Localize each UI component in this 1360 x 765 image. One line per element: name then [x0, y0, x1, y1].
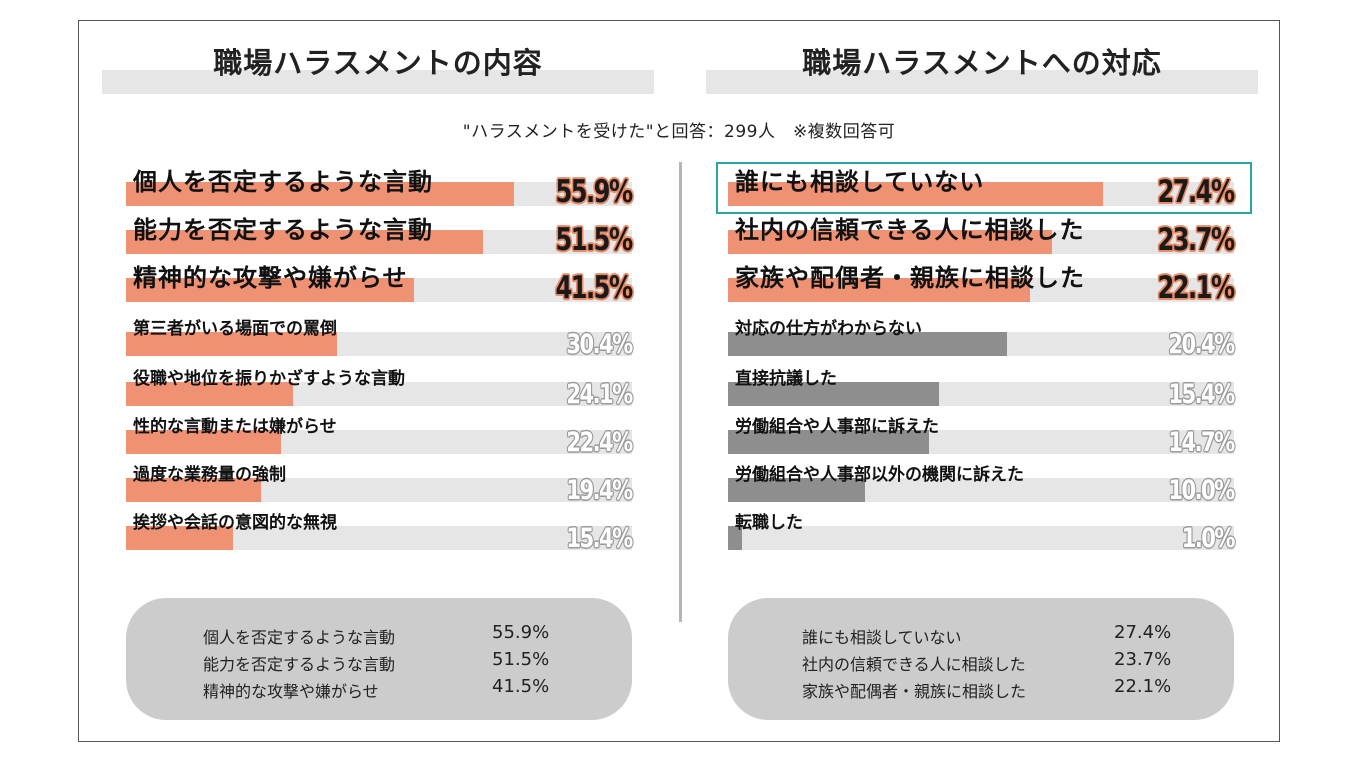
right-bar-label: 直接抗議した — [735, 369, 837, 389]
right-title-text: 職場ハラスメントへの対応 — [802, 46, 1162, 80]
right-bar — [728, 430, 929, 454]
left-bar-row: 過度な業務量の強制 19.4% — [126, 454, 634, 506]
summary-item-value: 22.1% — [1114, 676, 1172, 697]
right-bar-value: 1.0% — [1181, 523, 1236, 554]
left-bar-label: 第三者がいる場面での罵倒 — [133, 319, 337, 339]
right-title-band — [706, 70, 1258, 94]
summary-box-right: 誰にも相談していない 27.4% 社内の信頼できる人に相談した 23.7% 家族や配偶者… — [728, 598, 1234, 720]
left-panel-title: 職場ハラスメントの内容 — [102, 22, 654, 94]
right-bar-label: 社内の信頼できる人に相談した — [735, 216, 1085, 244]
right-bar — [728, 278, 1031, 302]
summary-item-label: 個人を否定するような言動 — [203, 628, 396, 647]
left-bar — [126, 478, 261, 502]
right-panel-title: 職場ハラスメントへの対応 — [706, 22, 1258, 94]
right-bar-value: 14.7% — [1168, 427, 1236, 458]
left-bar-label: 精神的な攻撃や嫌がらせ — [133, 264, 408, 292]
right-bar-label: 対応の仕方がわからない — [735, 319, 922, 339]
left-bar — [126, 278, 414, 302]
left-bar-row: 役職や地位を振りかざすような言動 24.1% — [126, 358, 634, 410]
right-bar-row: 直接抗議した 15.4% — [728, 358, 1236, 410]
left-bar — [126, 182, 514, 206]
summary-item-label: 社内の信頼できる人に相談した — [802, 655, 1026, 674]
right-bar-label: 労働組合や人事部に訴えた — [735, 417, 939, 437]
right-bar-value: 10.0% — [1168, 475, 1236, 506]
right-bar-label: 労働組合や人事部以外の機関に訴えた — [735, 465, 1024, 485]
left-bar-value: 55.9% — [555, 174, 634, 210]
left-bar-label: 性的な言動または嫌がらせ — [133, 417, 337, 437]
right-bar — [728, 182, 1103, 206]
left-bar-row: 性的な言動または嫌がらせ 22.4% — [126, 406, 634, 458]
left-bar-row: 精神的な攻撃や嫌がらせ 41.5% — [126, 254, 634, 306]
right-bar-row: 転職した 1.0% — [728, 502, 1236, 554]
summary-item-value: 27.4% — [1114, 622, 1172, 643]
left-bar-label: 過度な業務量の強制 — [133, 465, 286, 485]
summary-item-value: 55.9% — [492, 622, 550, 643]
summary-item-value: 23.7% — [1114, 649, 1172, 670]
right-bar-label: 誰にも相談していない — [735, 168, 985, 196]
left-bar-label: 個人を否定するような言動 — [133, 168, 433, 196]
right-bar — [728, 332, 1007, 356]
right-bar-value: 20.4% — [1168, 329, 1236, 360]
summary-box-left: 個人を否定するような言動 55.9% 能力を否定するような言動 51.5% 精神的な攻撃… — [126, 598, 632, 720]
left-bar-value: 15.4% — [566, 523, 634, 554]
right-bar-row: 労働組合や人事部に訴えた 14.7% — [728, 406, 1236, 458]
right-bar-label: 転職した — [735, 513, 803, 533]
left-title-text: 職場ハラスメントの内容 — [213, 46, 543, 80]
right-bar-row: 誰にも相談していない 27.4% — [728, 158, 1236, 210]
left-bar-value: 51.5% — [555, 222, 634, 258]
summary-item-label: 能力を否定するような言動 — [203, 655, 396, 674]
left-bar-value: 30.4% — [566, 329, 634, 360]
left-bar-value: 19.4% — [566, 475, 634, 506]
left-title-band — [102, 70, 654, 94]
left-bar-label: 能力を否定するような言動 — [133, 216, 433, 244]
left-bar-row: 能力を否定するような言動 51.5% — [126, 206, 634, 258]
summary-item-label: 家族や配偶者・親族に相談した — [802, 682, 1027, 701]
left-bar-row: 挨拶や会話の意図的な無視 15.4% — [126, 502, 634, 554]
left-bar — [126, 382, 293, 406]
left-bar-row: 個人を否定するような言動 55.9% — [126, 158, 634, 210]
subtitle: "ハラスメントを受けた"と回答：299人 ※複数回答可 — [462, 122, 896, 142]
right-bar-value: 23.7% — [1157, 222, 1236, 258]
left-bar — [126, 526, 233, 550]
left-bar-row: 第三者がいる場面での罵倒 30.4% — [126, 308, 634, 360]
left-bar-label: 挨拶や会話の意図的な無視 — [133, 513, 337, 533]
left-bar-value: 22.4% — [566, 427, 634, 458]
right-bar-value: 27.4% — [1157, 174, 1236, 210]
summary-item-label: 誰にも相談していない — [802, 628, 962, 647]
right-bar — [728, 230, 1053, 254]
right-bar-row: 家族や配偶者・親族に相談した 22.1% — [728, 254, 1236, 306]
right-bar-label: 家族や配偶者・親族に相談した — [735, 264, 1085, 292]
left-bar — [126, 430, 282, 454]
left-bar-value: 24.1% — [566, 379, 634, 410]
right-bar — [728, 478, 865, 502]
right-bar-row: 社内の信頼できる人に相談した 23.7% — [728, 206, 1236, 258]
left-bar — [126, 332, 337, 356]
left-bar-label: 役職や地位を振りかざすような言動 — [133, 369, 405, 389]
left-bar-value: 41.5% — [555, 270, 634, 306]
right-bar-value: 22.1% — [1157, 270, 1236, 306]
right-bar — [728, 382, 939, 406]
right-bar-row: 対応の仕方がわからない 20.4% — [728, 308, 1236, 360]
summary-item-value: 51.5% — [492, 649, 550, 670]
left-bar — [126, 230, 483, 254]
right-bar-chart: 誰にも相談していない 27.4% 社内の信頼できる人に相談した 23.7% 家族や配偶者… — [728, 158, 1236, 554]
right-bar — [728, 526, 742, 550]
highlight-box — [716, 162, 1252, 214]
summary-item-value: 41.5% — [492, 676, 550, 697]
panel-divider — [679, 162, 682, 622]
right-bar-value: 15.4% — [1168, 379, 1236, 410]
right-bar-row: 労働組合や人事部以外の機関に訴えた 10.0% — [728, 454, 1236, 506]
left-bar-chart: 個人を否定するような言動 55.9% 能力を否定するような言動 51.5% 精神的な攻撃… — [126, 158, 634, 554]
summary-item-label: 精神的な攻撃や嫌がらせ — [203, 682, 379, 701]
right-bar-track — [728, 526, 1234, 550]
